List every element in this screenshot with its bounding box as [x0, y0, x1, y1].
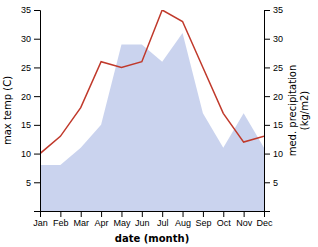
line — [40, 10, 264, 154]
tick: 25 — [264, 63, 283, 73]
tick-mark — [264, 96, 270, 97]
tick-label: 30 — [273, 34, 283, 44]
tick-mark — [101, 211, 102, 217]
tick: 5 — [264, 178, 278, 188]
tick-label: Dec — [256, 218, 273, 228]
tick-mark — [34, 10, 40, 11]
axis-domain — [265, 11, 271, 212]
tick: 25 — [21, 63, 40, 73]
tick: Jul — [157, 211, 169, 228]
tick-label: Jul — [157, 218, 169, 228]
tick: Oct — [217, 211, 232, 228]
tick-label: 5 — [26, 178, 31, 188]
axis-domain — [41, 212, 265, 218]
tick-mark — [81, 211, 82, 217]
tick-mark — [34, 67, 40, 68]
title-line: (kg/m2) — [299, 91, 310, 131]
axis-domain — [34, 11, 41, 212]
tick-mark — [244, 211, 245, 217]
tick-mark — [264, 39, 270, 40]
tick-label: 20 — [273, 92, 283, 102]
tick-mark — [121, 211, 122, 217]
tick-label: 35 — [21, 5, 31, 15]
tick-mark — [34, 154, 40, 155]
tick-mark — [264, 10, 270, 11]
title-line: med. precipitation — [287, 65, 298, 157]
tick: Mar — [73, 211, 89, 228]
tick: Aug — [175, 211, 191, 228]
tick-label: 25 — [21, 63, 31, 73]
tick-mark — [142, 211, 143, 217]
y2-axis: 5 10 15 20 25 30 35 — [264, 5, 283, 211]
tick-mark — [203, 211, 204, 217]
tick: Feb — [53, 211, 69, 228]
tick: 30 — [21, 34, 40, 44]
tick-label: Sep — [195, 218, 211, 228]
tick-label: 20 — [21, 92, 31, 102]
tick-label: Jan — [33, 218, 48, 228]
tick: 15 — [264, 120, 283, 130]
tick: 20 — [264, 92, 283, 102]
tick-mark — [34, 96, 40, 97]
tick: Jan — [33, 211, 48, 228]
tick: 10 — [21, 149, 40, 159]
tick: Nov — [236, 211, 253, 228]
tick-mark — [264, 154, 270, 155]
plot: Jan Feb Mar Apr May Jun Jul Aug Sep Oct NovDec 5 10 1… — [21, 5, 283, 228]
tick-label: Apr — [95, 218, 109, 228]
tick: 35 — [21, 5, 40, 15]
tick-label: Feb — [53, 218, 69, 228]
tick-label: 25 — [273, 63, 283, 73]
y-axis-title: max temp (C) — [2, 76, 13, 145]
tick: 35 — [264, 5, 283, 15]
chart: Jan Feb Mar Apr May Jun Jul Aug Sep Oct NovDec 5 10 1… — [0, 0, 318, 247]
tick: 20 — [21, 92, 40, 102]
y-axis: 5 10 15 20 25 30 35 — [21, 5, 41, 211]
tick: 5 — [26, 178, 40, 188]
tick-mark — [223, 211, 224, 217]
tick-mark — [34, 125, 40, 126]
x-axis: Jan Feb Mar Apr May Jun Jul Aug Sep Oct NovDec — [33, 211, 273, 228]
tick-label: Aug — [175, 218, 191, 228]
tick-label: Oct — [217, 218, 232, 228]
tick-label: 30 — [21, 34, 31, 44]
tick-mark — [183, 211, 184, 217]
tick-mark — [162, 211, 163, 217]
tick-mark — [60, 211, 61, 217]
tick-label: 10 — [273, 149, 283, 159]
tick: Jun — [135, 211, 150, 228]
tick: Apr — [95, 211, 109, 228]
tick-mark — [34, 39, 40, 40]
tick: May — [113, 211, 131, 228]
tick: 15 — [21, 120, 40, 130]
tick-label: 35 — [273, 5, 283, 15]
marks — [40, 10, 264, 211]
tick-mark — [264, 67, 270, 68]
tick-label: Nov — [236, 218, 253, 228]
y2-axis-title: med. precipitation(kg/m2) — [287, 65, 310, 157]
tick-label: 15 — [273, 120, 283, 130]
tick-label: Jun — [135, 218, 150, 228]
area — [40, 33, 264, 211]
tick-label: May — [113, 218, 131, 228]
tick-mark — [34, 182, 40, 183]
tick: 30 — [264, 34, 283, 44]
tick: Sep — [195, 211, 211, 228]
tick-label: 5 — [273, 178, 278, 188]
tick-label: 15 — [21, 120, 31, 130]
tick-mark — [264, 125, 270, 126]
x-axis-title: date (month) — [115, 233, 189, 244]
tick: Dec — [256, 211, 273, 228]
tick-mark — [264, 182, 270, 183]
tick-label: 10 — [21, 149, 31, 159]
tick-label: Mar — [73, 218, 89, 228]
tick: 10 — [264, 149, 283, 159]
